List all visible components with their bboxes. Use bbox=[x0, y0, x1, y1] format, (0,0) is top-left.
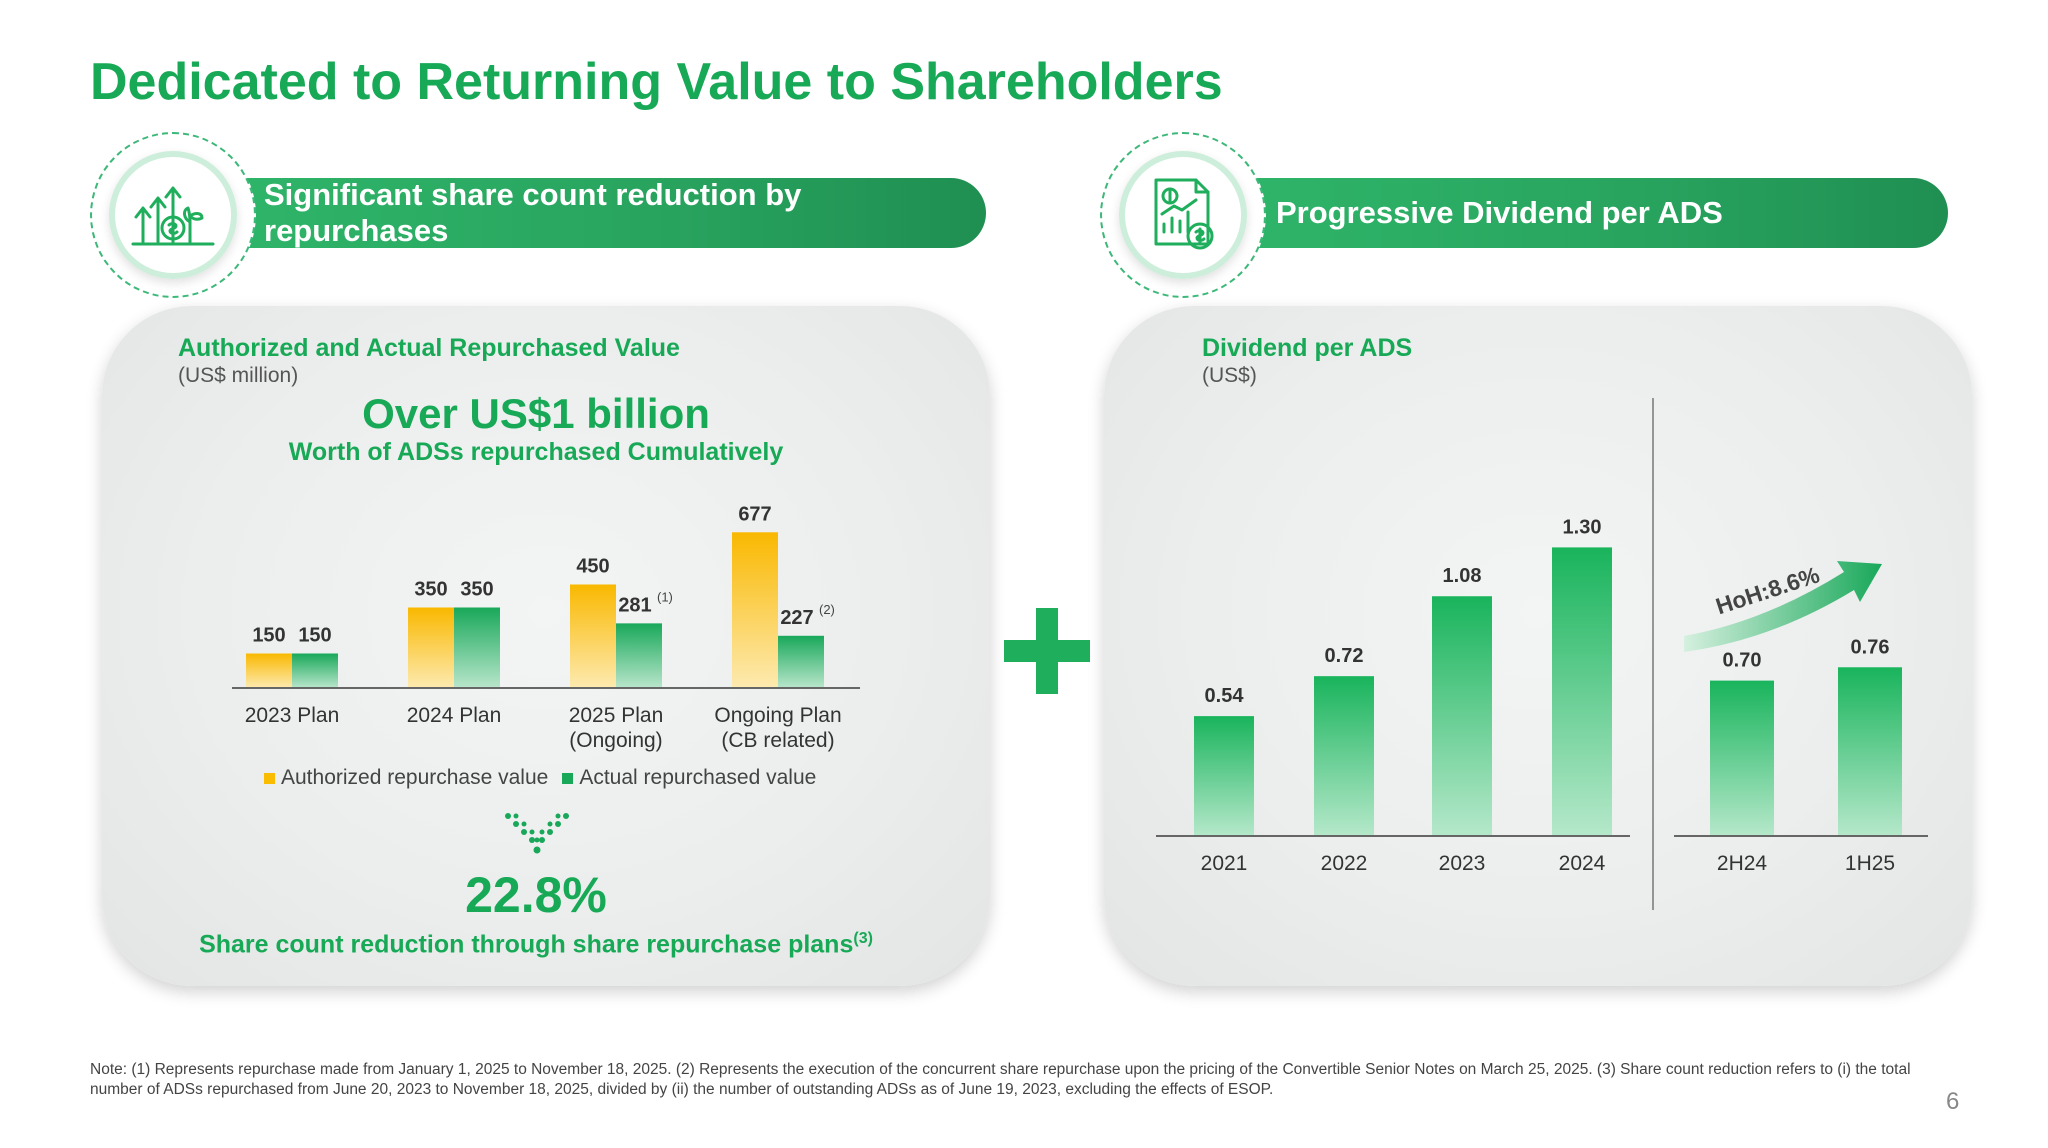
legend-label-authorized: Authorized repurchase value bbox=[281, 766, 549, 789]
repurchase-card: Authorized and Actual Repurchased Value … bbox=[102, 306, 990, 986]
bar-authorized bbox=[732, 532, 778, 688]
legend-swatch-actual bbox=[562, 772, 574, 784]
bar-actual bbox=[454, 607, 500, 688]
chart-title: Dividend per ADS bbox=[1202, 334, 1413, 362]
category-label: 2021 bbox=[1201, 852, 1248, 875]
section-header-repurchases: Significant share count reduction by rep… bbox=[200, 177, 986, 248]
data-label: 0.76 bbox=[1851, 636, 1890, 658]
data-label: 227 bbox=[780, 607, 813, 629]
footnote-ref: (1) bbox=[657, 589, 673, 604]
category-label: 2025 Plan bbox=[569, 704, 664, 727]
category-label: 2024 Plan bbox=[407, 704, 502, 727]
chart-legend: Authorized repurchase value Actual repur… bbox=[264, 766, 816, 790]
category-label: (CB related) bbox=[721, 729, 834, 752]
data-label: 150 bbox=[298, 625, 331, 647]
bar-actual bbox=[292, 653, 338, 688]
page-title: Dedicated to Returning Value to Sharehol… bbox=[90, 53, 1223, 111]
bar-actual bbox=[616, 623, 662, 688]
share-reduction-text: Share count reduction through share repu… bbox=[199, 930, 854, 959]
section-header-label: Significant share count reduction by rep… bbox=[264, 177, 802, 248]
page-number: 6 bbox=[1946, 1088, 1960, 1115]
plus-icon bbox=[1004, 608, 1090, 694]
bar-dividend-half-year bbox=[1710, 680, 1774, 836]
bar-actual bbox=[778, 635, 824, 688]
data-label: 0.54 bbox=[1205, 685, 1245, 707]
data-label: 0.70 bbox=[1723, 650, 1762, 672]
bar-dividend bbox=[1432, 596, 1492, 836]
bar-authorized bbox=[570, 584, 616, 688]
share-reduction-footnote-ref: (3) bbox=[853, 930, 873, 947]
category-label: (Ongoing) bbox=[569, 729, 662, 752]
legend-swatch-authorized bbox=[264, 772, 275, 784]
data-label: 450 bbox=[576, 556, 609, 578]
category-label: 2022 bbox=[1321, 852, 1368, 875]
subheadline: Worth of ADSs repurchased Cumulatively bbox=[288, 438, 784, 466]
share-reduction-label: Share count reduction through share repu… bbox=[102, 930, 980, 959]
data-label: 1.30 bbox=[1563, 516, 1602, 538]
section-header-dividend: Progressive Dividend per ADS bbox=[1210, 178, 1948, 248]
bar-authorized bbox=[246, 653, 292, 688]
bar-dividend bbox=[1552, 547, 1612, 836]
repurchase-bar-chart: 150 350 450 677 150 350 281 (1) 227 (2) 2023 Plan 2… bbox=[232, 503, 860, 752]
data-label: 350 bbox=[460, 579, 493, 601]
chart-unit: (US$) bbox=[1202, 364, 1257, 387]
bar-dividend bbox=[1194, 716, 1254, 836]
data-label: 677 bbox=[738, 503, 771, 525]
section-header-label: Progressive Dividend per ADS bbox=[1276, 195, 1723, 230]
data-label: 0.72 bbox=[1325, 645, 1364, 667]
chart-title: Authorized and Actual Repurchased Value bbox=[178, 334, 680, 362]
dividend-bar-chart: 0.54 2021 0.72 2022 1.08 2023 1.30 2024 0.70 2H24… bbox=[1156, 398, 1928, 910]
category-label: Ongoing Plan bbox=[714, 704, 841, 727]
chart-unit: (US$ million) bbox=[178, 364, 299, 387]
financial-report-icon bbox=[1119, 151, 1247, 279]
data-label: 350 bbox=[414, 579, 447, 601]
footnote: Note: (1) Represents repurchase made fro… bbox=[90, 1061, 1911, 1098]
dividend-card: Dividend per ADS (US$) 0.54 2021 0.72 2022 1… bbox=[1104, 306, 1972, 986]
growth-arrow-icon bbox=[1684, 561, 1882, 652]
category-label: 2024 bbox=[1559, 852, 1606, 875]
category-label: 1H25 bbox=[1845, 852, 1895, 875]
data-label: 281 bbox=[618, 594, 651, 616]
footnote-ref: (2) bbox=[819, 602, 835, 617]
data-label: 1.08 bbox=[1443, 565, 1482, 587]
share-reduction-value: 22.8% bbox=[465, 867, 607, 923]
category-label: 2023 Plan bbox=[245, 704, 340, 727]
headline: Over US$1 billion bbox=[362, 390, 710, 437]
data-label: 150 bbox=[252, 625, 285, 647]
legend-label-actual: Actual repurchased value bbox=[579, 766, 817, 789]
bar-authorized bbox=[408, 607, 454, 688]
bar-dividend-half-year bbox=[1838, 667, 1902, 836]
growth-chart-icon bbox=[109, 151, 237, 279]
category-label: 2023 bbox=[1439, 852, 1486, 875]
down-chevron-icon bbox=[505, 813, 569, 854]
category-label: 2H24 bbox=[1717, 852, 1768, 875]
bar-dividend bbox=[1314, 676, 1374, 836]
